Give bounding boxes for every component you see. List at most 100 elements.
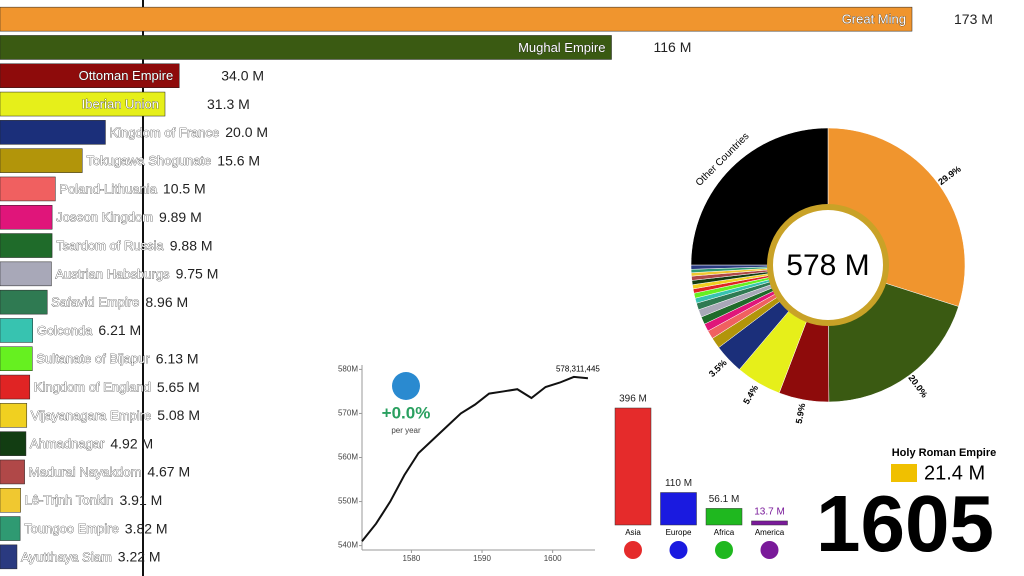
value-label: 4.92 M	[110, 435, 153, 451]
x-tick-label: Europe	[666, 528, 692, 537]
value-label: 3.91 M	[120, 492, 163, 508]
bar-name: Ahmadnagar	[30, 436, 105, 451]
x-tick-label: 1590	[473, 554, 491, 563]
center-label: 578 M	[786, 249, 869, 282]
bar-name: Joseon Kingdom	[56, 210, 153, 225]
y-tick-label: 540M	[338, 541, 358, 550]
bar	[0, 346, 33, 371]
bar	[0, 488, 21, 513]
value-label: 173 M	[954, 11, 993, 27]
slice-label: 3.5%	[707, 358, 729, 379]
value-label: 6.21 M	[98, 322, 141, 338]
continent-icon	[715, 541, 733, 559]
bar-name: Kingdom of England	[34, 379, 151, 394]
value-label: 396 M	[619, 394, 647, 405]
highlight-name: Holy Roman Empire	[892, 447, 997, 459]
x-tick-label: Asia	[625, 528, 641, 537]
highlight-value: 21.4 M	[924, 462, 985, 484]
bar-name: Ottoman Empire	[79, 68, 174, 83]
x-tick-label: 1600	[544, 554, 562, 563]
slice-label: 29.9%	[936, 164, 963, 187]
bar-name: Lê-Trịnh Tonkin	[25, 493, 114, 508]
value-label: 3.82 M	[125, 520, 168, 536]
bar	[0, 148, 83, 173]
bar	[660, 492, 697, 526]
growth-unit: per year	[391, 426, 421, 435]
value-label: 5.65 M	[157, 379, 200, 395]
value-label: 34.0 M	[221, 67, 264, 83]
bar	[0, 63, 180, 88]
bar-name: Austrian Habsburgs	[55, 266, 170, 281]
bar-name: Mughal Empire	[518, 40, 605, 55]
bar	[0, 261, 52, 287]
bar	[0, 205, 53, 230]
y-tick-label: 550M	[338, 497, 358, 506]
bar-name: Iberian Union	[82, 96, 159, 111]
value-label: 9.89 M	[159, 209, 202, 225]
bar	[0, 431, 27, 456]
value-label: 5.08 M	[157, 407, 200, 423]
value-label: 20.0 M	[225, 124, 268, 140]
bar-name: Kingdom of France	[109, 125, 219, 140]
bar-name: Madurai Nayakdom	[29, 464, 142, 479]
value-label: 9.75 M	[176, 266, 219, 282]
y-tick-label: 580M	[338, 365, 358, 374]
bar	[0, 403, 28, 428]
end-label: 578,311,445	[556, 364, 600, 373]
value-label: 9.88 M	[170, 237, 213, 253]
value-label: 110 M	[665, 478, 692, 489]
bar-name: Tokugawa Shogunate	[86, 153, 211, 168]
bar-name: Tsardom of Russia	[56, 238, 164, 253]
bar-name: Vijayanagara Empire	[31, 408, 151, 423]
bar	[751, 520, 788, 526]
bar	[0, 176, 56, 202]
bar	[0, 459, 25, 485]
bar	[0, 233, 53, 258]
value-label: 13.7 M	[754, 507, 785, 518]
x-tick-label: America	[755, 528, 785, 537]
slice-label: 5.9%	[794, 402, 807, 424]
value-label: 6.13 M	[156, 350, 199, 366]
bar	[0, 318, 33, 343]
year: 1605	[816, 479, 994, 568]
bar	[0, 516, 21, 541]
flag	[891, 464, 917, 482]
slice-label: 20.0%	[906, 373, 929, 399]
line	[361, 375, 589, 542]
value-label: 8.96 M	[145, 294, 188, 310]
bar-name: Golconda	[37, 323, 93, 338]
bar-name: Safavid Empire	[51, 295, 139, 310]
slice-label: 5.4%	[741, 383, 760, 406]
bar-name: Poland-Lithuania	[59, 181, 157, 196]
continent-icon	[760, 541, 779, 559]
x-tick-label: 1580	[403, 554, 421, 563]
bar	[0, 35, 612, 60]
value-label: 3.22 M	[118, 549, 161, 565]
bar	[0, 289, 48, 315]
value-label: 31.3 M	[207, 96, 250, 112]
bar	[705, 508, 743, 526]
bar-name: Sultanate of Bijapur	[36, 351, 150, 366]
y-tick-label: 570M	[338, 409, 358, 418]
value-label: 116 M	[654, 39, 692, 55]
bar	[614, 407, 652, 526]
value-label: 10.5 M	[163, 181, 206, 197]
bar	[0, 544, 18, 570]
bar	[0, 91, 166, 117]
bar-name: Toungoo Empire	[24, 521, 119, 536]
bar	[0, 120, 106, 145]
y-tick-label: 560M	[338, 453, 358, 462]
continent-icon	[624, 541, 642, 559]
globe-icon	[392, 372, 420, 400]
continent-icon	[669, 541, 688, 559]
value-label: 56.1 M	[709, 494, 740, 505]
value-label: 15.6 M	[217, 152, 260, 168]
bar	[0, 374, 31, 400]
value-label: 4.67 M	[147, 464, 190, 480]
x-tick-label: Africa	[714, 528, 735, 537]
bar-name: Ayutthaya Siam	[21, 549, 112, 564]
bar-name: Great Ming	[842, 12, 906, 27]
donut-ring	[767, 204, 889, 326]
